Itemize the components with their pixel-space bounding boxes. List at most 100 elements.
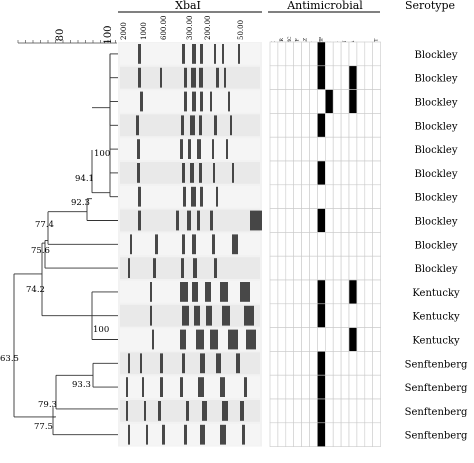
resistance-cell (301, 41, 310, 67)
resistance-cell (372, 136, 381, 162)
gel-band (222, 401, 228, 421)
resistance-cell (356, 232, 366, 257)
resistance-cell (293, 232, 302, 257)
size-marker: 200.00 (204, 16, 212, 41)
resistance-cell (372, 113, 381, 138)
resistance-cell (364, 184, 373, 209)
serotype-label: Blockley (415, 145, 458, 156)
resistance-cell (309, 184, 318, 209)
resistance-cell (309, 136, 318, 162)
serotype-label: Blockley (415, 264, 458, 275)
resistance-cell (340, 160, 350, 186)
resistance-cell (364, 351, 373, 376)
resistance-cell (285, 113, 294, 138)
resistance-cell (340, 279, 350, 305)
resistance-cell (301, 303, 310, 328)
resistance-cell (277, 303, 287, 328)
resistance-cell (301, 208, 310, 233)
resistance-cell (269, 65, 279, 90)
resistance-cell (301, 65, 310, 90)
resistance-cell (285, 303, 294, 328)
resistance-cell (309, 398, 318, 424)
gel-band (183, 186, 186, 207)
resistance-cell (301, 422, 310, 447)
resistance-cell (340, 184, 350, 209)
resistance-cell (372, 232, 381, 257)
resistance-cell (348, 41, 358, 67)
resistance-cell (317, 184, 326, 209)
gel-band (194, 305, 200, 326)
gel-band (232, 234, 238, 255)
resistance-cell (269, 327, 279, 352)
gel-band (240, 401, 244, 421)
gel-band (140, 353, 142, 374)
gel-band (199, 163, 202, 183)
node-value: 93.3 (72, 380, 91, 390)
resistance-cell (340, 89, 350, 114)
resistance-cell (348, 160, 358, 186)
resistance-cell (324, 208, 334, 233)
resistance-cell (269, 208, 279, 233)
resistance-cell (348, 208, 358, 233)
serotype-label: Blockley (415, 50, 458, 61)
resistance-cell (285, 374, 294, 400)
resistance-cell (372, 422, 381, 447)
size-marker: 2000 (120, 22, 128, 40)
figure-header: XbaI Antimicrobial Serotype (118, 0, 455, 13)
resistance-cell (340, 398, 350, 424)
serotype-label: Blockley (415, 240, 458, 251)
resistance-cell (324, 303, 334, 328)
resistance-cell (324, 422, 334, 447)
gel-band (137, 163, 140, 183)
resistance-cell (332, 255, 342, 281)
gel-band (226, 139, 228, 159)
serotype-label: Senftenberg (405, 383, 468, 394)
gel-band (220, 377, 225, 397)
resistance-cell (372, 208, 381, 233)
resistance-cell (293, 208, 302, 233)
resistance-cell (309, 41, 318, 67)
resistance-cell (356, 255, 366, 281)
resistance-grid (269, 41, 381, 447)
gel-band (212, 234, 215, 255)
resistance-cell (269, 136, 279, 162)
gel-band (180, 282, 188, 302)
gel-band (210, 210, 213, 231)
resistance-cell (332, 398, 342, 424)
gel-lane (120, 90, 260, 113)
gel-band (199, 115, 202, 136)
node-value: 100 (94, 149, 110, 159)
resistance-cell (348, 303, 358, 328)
resistance-cell (301, 113, 310, 138)
gel-band (228, 91, 230, 112)
gel-band (210, 91, 212, 112)
gel-lane (120, 281, 260, 303)
resistance-cell (309, 303, 318, 328)
gel-band (184, 91, 187, 112)
resistance-cell-resistant (317, 160, 326, 186)
gel-band (128, 353, 130, 374)
gel-band (160, 377, 163, 397)
resistance-cell (269, 303, 279, 328)
resistance-row (269, 351, 381, 376)
resistance-cell (348, 351, 358, 376)
gel-band (128, 424, 130, 445)
resistance-row (269, 232, 381, 257)
resistance-cell (332, 41, 342, 67)
resistance-row (269, 398, 381, 424)
gel-band (188, 139, 191, 159)
resistance-cell (332, 279, 342, 305)
resistance-cell (356, 351, 366, 376)
resistance-cell (324, 65, 334, 90)
antimicrobial-title: Antimicrobial (286, 0, 363, 12)
resistance-cell (317, 327, 326, 352)
resistance-cell (364, 41, 373, 67)
gel-band (202, 401, 207, 421)
gel-band (152, 329, 154, 350)
gel-band (190, 115, 195, 136)
gel-lane (120, 423, 260, 446)
gel-band (210, 329, 218, 350)
gel-band (137, 139, 140, 159)
node-value: 79.3 (38, 400, 57, 410)
resistance-cell (309, 327, 318, 352)
